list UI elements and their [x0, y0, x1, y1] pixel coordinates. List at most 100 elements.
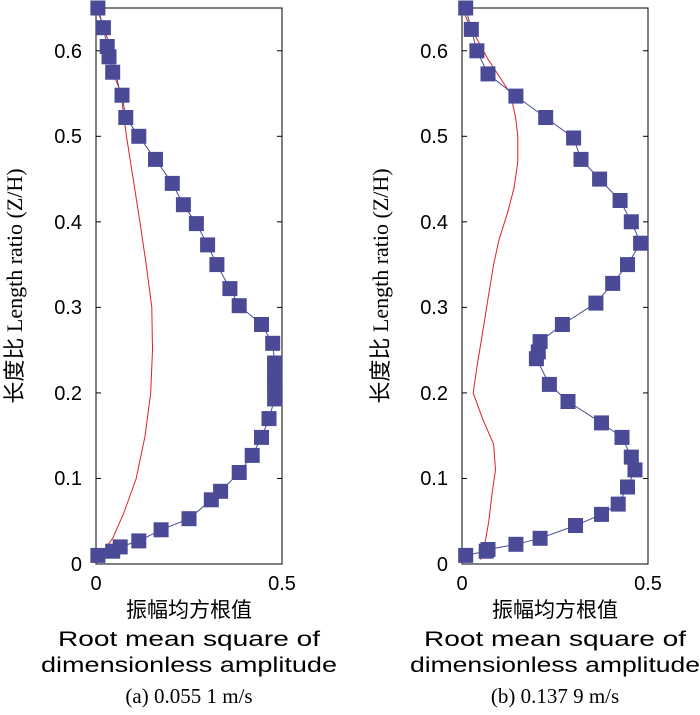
data-point-marker: [469, 43, 485, 59]
data-point-marker: [148, 151, 163, 167]
data-point-marker: [592, 171, 608, 187]
data-point-marker: [612, 193, 628, 208]
data-point-marker: [188, 216, 204, 232]
data-point-marker: [528, 351, 544, 367]
data-point-marker: [101, 49, 117, 65]
data-point-marker: [114, 87, 130, 103]
data-point-marker: [623, 214, 639, 230]
data-point-marker: [164, 175, 180, 191]
data-point-marker: [508, 536, 524, 552]
data-point-marker: [175, 197, 191, 213]
data-point-marker: [209, 257, 225, 273]
data-point-marker: [568, 518, 583, 533]
x-axis-label-cn-b: 振幅均方根值: [492, 598, 618, 622]
caption-b: (b) 0.137 9 m/s: [491, 684, 619, 708]
data-point-marker: [573, 151, 589, 167]
data-point-marker: [95, 20, 111, 36]
data-point-marker: [560, 394, 576, 409]
data-point-marker: [566, 130, 582, 146]
caption-a: (a) 0.055 1 m/s: [125, 684, 252, 708]
data-point-marker: [244, 447, 260, 463]
y-tick-label: 0.6: [420, 41, 448, 63]
data-point-marker: [594, 415, 609, 431]
y-tick-label: 0.2: [54, 383, 82, 405]
data-point-marker: [118, 110, 134, 125]
x-tick-label: 0: [90, 573, 101, 595]
data-point-marker: [222, 281, 238, 297]
data-point-marker: [554, 317, 570, 332]
data-point-marker: [463, 21, 479, 37]
data-point-marker: [131, 128, 147, 144]
plot-frame-b: [461, 7, 649, 565]
data-point-marker: [478, 543, 494, 559]
y-tick-label: 0.5: [420, 126, 448, 148]
y-tick-label: 0.1: [54, 468, 82, 490]
y-tick-label: 0.3: [54, 297, 82, 319]
y-tick-label: 0: [437, 554, 448, 576]
data-point-marker: [508, 88, 524, 104]
data-point-marker: [261, 411, 277, 427]
blue-series-line-a: [97, 7, 276, 556]
data-point-marker: [458, 0, 474, 16]
data-point-marker: [541, 376, 557, 392]
y-axis-label-b: 长度比 Length ratio (Z/H): [368, 168, 393, 403]
data-point-marker: [105, 543, 121, 559]
y-tick-labels-a: 0 0.1 0.2 0.3 0.4 0.5 0.6: [54, 41, 82, 576]
data-point-marker: [231, 465, 247, 480]
data-point-marker: [614, 429, 630, 445]
data-point-marker: [267, 391, 283, 407]
data-point-marker: [200, 237, 216, 253]
data-point-marker: [588, 295, 604, 311]
data-point-marker: [480, 66, 496, 82]
y-tick-label: 0.4: [54, 212, 82, 234]
data-point-marker: [181, 511, 197, 527]
panel-a: 0 0.1 0.2 0.3 0.4 0.5 0.6 0 0.5 长度比 Leng…: [2, 0, 337, 708]
data-point-marker: [620, 257, 635, 273]
data-point-marker: [90, 0, 106, 16]
data-point-marker: [267, 376, 283, 392]
data-point-marker: [627, 462, 643, 478]
y-tick-label: 0.6: [54, 41, 82, 63]
y-tick-label: 0.2: [420, 383, 448, 405]
data-point-marker: [633, 235, 649, 251]
data-point-marker: [605, 275, 621, 291]
data-point-marker: [265, 335, 281, 351]
data-point-marker: [231, 298, 247, 314]
data-point-marker: [153, 522, 169, 538]
series-group-a: [90, 0, 283, 563]
axis-ticks-b: [461, 50, 649, 565]
y-tick-label: 0.3: [420, 297, 448, 319]
axis-ticks-a: [95, 50, 283, 565]
red-series-line-b: [461, 7, 519, 560]
data-point-marker: [458, 547, 474, 563]
data-point-marker: [532, 530, 548, 546]
x-axis-label-cn-a: 振幅均方根值: [126, 598, 252, 622]
data-point-marker: [538, 110, 554, 125]
data-point-marker: [203, 492, 219, 508]
x-axis-label-en2-b: dimensionless amplitude: [410, 654, 700, 677]
y-axis-label-a: 长度比 Length ratio (Z/H): [2, 168, 27, 403]
series-group-b: [458, 0, 649, 563]
y-tick-label: 0.5: [54, 126, 82, 148]
x-axis-label-en1-a: Root mean square of: [58, 628, 320, 651]
data-point-marker: [620, 479, 635, 495]
panel-b: 0 0.1 0.2 0.3 0.4 0.5 0.6 0 0.5 长度比 Leng…: [368, 0, 700, 708]
plot-frame-a: [95, 7, 283, 565]
data-point-marker: [594, 506, 609, 522]
x-tick-label: 0.5: [268, 573, 296, 595]
data-point-marker: [131, 533, 147, 549]
x-tick-label: 0: [456, 573, 467, 595]
x-axis-label-en1-b: Root mean square of: [424, 628, 686, 651]
y-tick-label: 0: [71, 554, 82, 576]
data-point-marker: [90, 547, 106, 563]
x-tick-label: 0.5: [634, 573, 662, 595]
data-point-marker: [254, 429, 269, 445]
y-tick-label: 0.4: [420, 212, 448, 234]
data-point-marker: [254, 317, 269, 332]
y-tick-labels-b: 0 0.1 0.2 0.3 0.4 0.5 0.6: [420, 41, 448, 576]
data-point-marker: [623, 449, 639, 465]
data-point-marker: [105, 64, 121, 80]
data-point-marker: [610, 496, 626, 512]
y-tick-label: 0.1: [420, 468, 448, 490]
